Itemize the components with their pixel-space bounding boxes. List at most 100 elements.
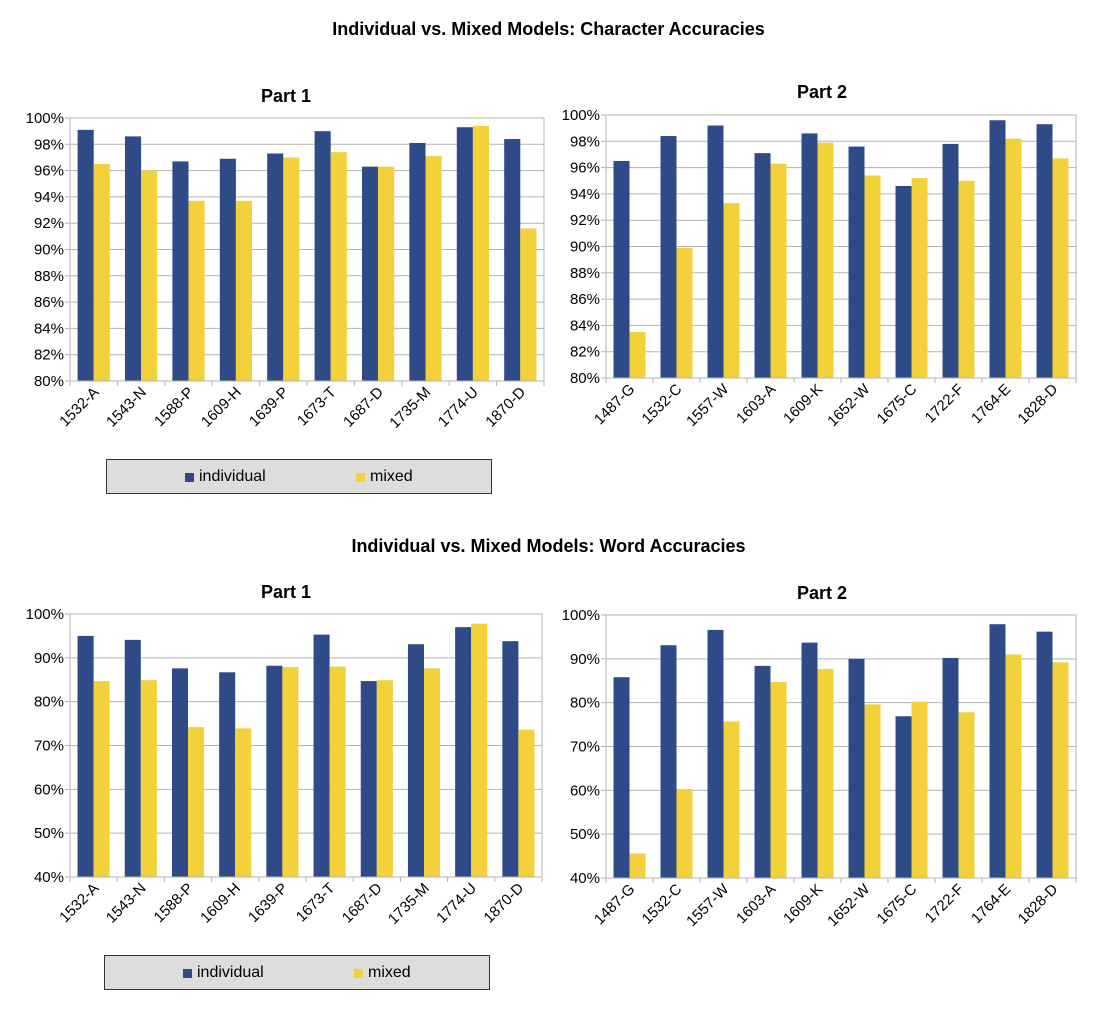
legend-label-individual: individual: [199, 468, 266, 485]
char-part1-ytick-label: 90%: [34, 242, 64, 259]
char-part1-bar-mixed: [235, 200, 253, 381]
char-part2-bar-individual: [801, 133, 818, 378]
chart-title-word-part1: Part 1: [260, 582, 312, 602]
word-part1-bar-mixed: [424, 668, 441, 877]
char-part2-ytick-label: 84%: [570, 317, 600, 334]
char-part1-ytick-label: 96%: [34, 163, 64, 180]
word-part1-xtick-label: 1687-D: [339, 880, 386, 927]
char-part1-bar-individual: [267, 153, 284, 381]
char-part2-xtick-label: 1675-C: [874, 381, 921, 428]
word-part2-bar-individual: [707, 629, 724, 878]
char-part1-bar-mixed: [141, 170, 158, 381]
word-part1-bar-individual: [171, 668, 188, 877]
word-part1-ytick-label: 70%: [34, 738, 64, 755]
char-part2-bar-individual: [613, 161, 630, 378]
word-part1-bar-mixed: [188, 727, 205, 877]
word-part1-bar-individual: [502, 641, 519, 877]
word-part2-bar-individual: [754, 665, 771, 878]
word-part2-bar-individual: [989, 624, 1006, 878]
word-part2-xtick-label: 1828-D: [1015, 881, 1062, 928]
char-part2-bar-mixed: [723, 203, 740, 378]
char-part2-ytick-label: 88%: [570, 265, 600, 282]
word-part1-bar-individual: [455, 627, 472, 877]
word-part1-ytick-label: 90%: [34, 650, 64, 667]
word-part1-ytick-label: 50%: [34, 825, 64, 842]
char-part1-xtick-label: 1588-P: [151, 384, 197, 430]
word-part1-xtick-label: 1543-N: [103, 880, 150, 927]
char-part1-xtick-label: 1774-U: [435, 384, 482, 431]
legend-word: individual mixed: [104, 955, 490, 990]
word-part1-bar-mixed: [376, 680, 393, 877]
char-part1-bar-mixed: [283, 157, 300, 381]
char-part2-ytick-label: 82%: [570, 344, 600, 361]
word-part1-ytick-label: 40%: [34, 869, 64, 886]
char-part1-ytick-label: 94%: [34, 189, 64, 206]
legend-character: individual mixed: [106, 459, 492, 494]
char-part1-xtick-label: 1870-D: [482, 384, 529, 431]
char-part1-ytick-label: 80%: [34, 373, 64, 390]
word-part1-bar-individual: [124, 639, 141, 877]
word-part2-bar-mixed: [911, 701, 928, 878]
char-part1-bar-individual: [314, 131, 331, 381]
char-part1-xtick-label: 1687-D: [340, 384, 387, 431]
word-part2-ytick-label: 80%: [570, 695, 600, 712]
word-part2-xtick-label: 1764-E: [968, 881, 1014, 927]
chart-title-char-part2: Part 2: [796, 82, 848, 102]
char-part2-bar-individual: [754, 153, 771, 378]
char-part2-bar-individual: [895, 186, 912, 378]
word-part2-xtick-label: 1609-K: [780, 881, 826, 927]
char-part1-bar-individual: [409, 142, 426, 381]
char-part2-xtick-label: 1532-C: [639, 381, 686, 428]
word-part1-bar-individual: [313, 634, 330, 877]
char-part1-bar-individual: [456, 127, 473, 381]
char-part2-bar-mixed: [1005, 138, 1022, 378]
char-part1-bar-individual: [124, 136, 142, 381]
word-part2-bar-mixed: [770, 682, 787, 878]
section-title-character: Individual vs. Mixed Models: Character A…: [332, 19, 765, 39]
word-part2-bar-individual: [895, 716, 912, 878]
word-part2-bar-mixed: [817, 668, 834, 878]
char-part1-xtick-label: 1639-P: [246, 384, 292, 430]
word-part1-bar-mixed: [140, 680, 157, 877]
word-part2-xtick-label: 1652-W: [824, 880, 874, 930]
word-part2-bar-mixed: [676, 789, 693, 878]
char-part2-xtick-label: 1609-K: [780, 381, 826, 427]
word-part2-bar-individual: [942, 657, 959, 878]
word-part1-xtick-label: 1588-P: [151, 880, 197, 926]
chart-title-word-part2: Part 2: [796, 583, 848, 603]
char-part2-bar-individual: [989, 120, 1006, 378]
word-part1-xtick-label: 1774-U: [433, 880, 480, 927]
char-part2-bar-individual: [660, 136, 677, 378]
word-part1-bar-individual: [407, 644, 424, 877]
word-part1-bar-mixed: [282, 667, 299, 877]
word-part1-xtick-label: 1532-A: [56, 880, 102, 926]
word-part1-xtick-label: 1735-M: [385, 880, 433, 928]
char-part2-ytick-label: 86%: [570, 291, 600, 308]
word-part1-ytick-label: 100%: [26, 606, 64, 623]
char-part2-bar-mixed: [676, 247, 693, 378]
section-title-word: Individual vs. Mixed Models: Word Accura…: [351, 536, 746, 556]
legend-label-individual: individual: [197, 964, 264, 981]
char-part2-bar-mixed: [911, 178, 928, 378]
word-part2-xtick-label: 1603-A: [733, 881, 779, 927]
word-part1-ytick-label: 80%: [34, 694, 64, 711]
char-part2-xtick-label: 1764-E: [968, 381, 1014, 427]
word-part2-xtick-label: 1722-F: [922, 881, 968, 927]
word-part2-bar-individual: [1036, 631, 1053, 878]
word-part2-bar-mixed: [1005, 654, 1022, 878]
legend-item-individual: individual: [183, 964, 264, 982]
char-part1-plot-frame: [69, 117, 545, 382]
char-part1-bar-individual: [219, 158, 236, 381]
char-part1-bar-individual: [77, 129, 94, 381]
char-part2-ytick-label: 90%: [570, 239, 600, 256]
legend-item-mixed: mixed: [354, 964, 411, 982]
char-part2-ytick-label: 94%: [570, 186, 600, 203]
char-part2-bar-individual: [1036, 124, 1053, 378]
legend-swatch-mixed: [356, 472, 365, 482]
word-part1-bar-individual: [219, 672, 236, 877]
legend-swatch-mixed: [354, 968, 363, 978]
char-part1-ytick-label: 88%: [34, 268, 64, 285]
char-part2-bar-mixed: [817, 142, 834, 378]
char-part1-ytick-label: 100%: [26, 110, 64, 127]
char-part1-bar-mixed: [472, 125, 490, 381]
